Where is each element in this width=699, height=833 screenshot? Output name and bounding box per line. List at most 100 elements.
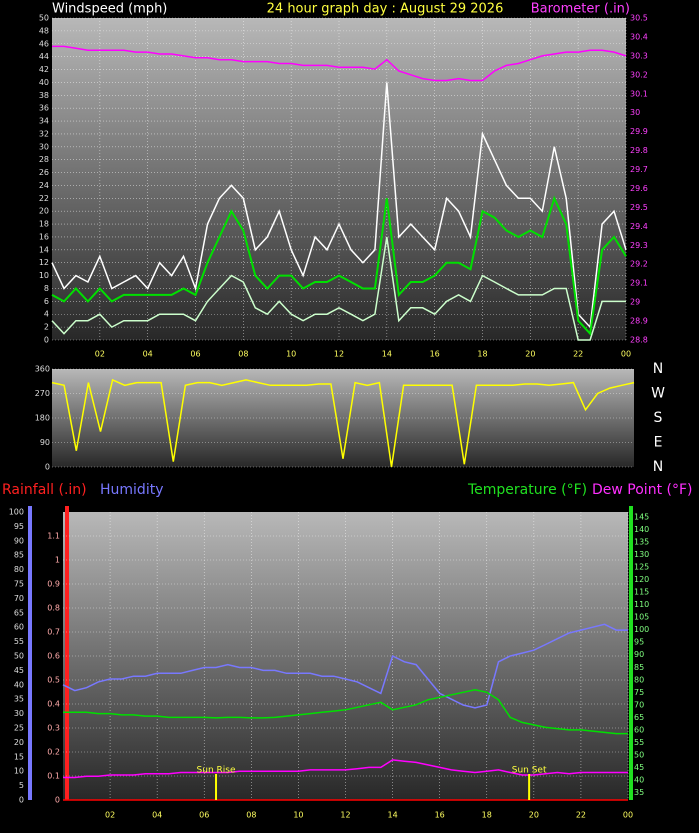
y-tick-label: 15 <box>14 752 24 761</box>
x-tick-label: 14 <box>382 350 392 359</box>
axis-title: Dew Point (°F) <box>592 482 692 498</box>
axis-title: Windspeed (mph) <box>52 2 167 17</box>
y-tick-label: 50 <box>14 652 24 661</box>
y-tick-label: 12 <box>39 258 49 267</box>
y-tick-label: 60 <box>14 623 24 632</box>
x-tick-label: 14 <box>387 811 397 820</box>
series-line <box>51 82 627 329</box>
y-tick-label: W <box>651 386 665 402</box>
y-tick-label: 29.1 <box>630 279 648 288</box>
x-tick-label: 06 <box>199 811 209 820</box>
x-tick-label: 10 <box>286 350 296 359</box>
y-tick-label: 0 <box>19 796 24 805</box>
annotation-label: Sun Rise <box>197 766 236 776</box>
x-tick-label: 18 <box>482 811 492 820</box>
y-tick-label: 80 <box>634 675 644 684</box>
series-line <box>51 236 626 341</box>
y-tick-label: 0.9 <box>47 580 60 589</box>
y-tick-label: 45 <box>634 763 644 772</box>
y-tick-label: 100 <box>634 625 649 634</box>
y-tick-label: 115 <box>634 588 649 597</box>
x-tick-label: 02 <box>95 350 105 359</box>
y-tick-label: 30.1 <box>630 89 648 98</box>
x-tick-label: 22 <box>573 350 583 359</box>
y-tick-label: 29.4 <box>630 222 648 231</box>
y-tick-label: 48 <box>39 26 49 35</box>
y-tick-label: 0.7 <box>47 628 60 637</box>
y-tick-label: 0.2 <box>47 748 60 757</box>
y-tick-label: 0 <box>44 336 49 345</box>
y-tick-label: 29 <box>630 298 640 307</box>
y-tick-label: 105 <box>634 613 649 622</box>
y-tick-label: 55 <box>14 637 24 646</box>
y-tick-label: N <box>653 459 663 475</box>
x-tick-label: 02 <box>105 811 115 820</box>
y-tick-label: 46 <box>39 39 49 48</box>
y-tick-label: 14 <box>39 245 49 254</box>
y-tick-label: 0.1 <box>47 772 60 781</box>
y-tick-label: 85 <box>14 551 24 560</box>
plot-area <box>52 18 626 340</box>
y-tick-label: 360 <box>35 365 50 374</box>
y-tick-label: 30 <box>630 108 640 117</box>
y-tick-label: 22 <box>39 194 49 203</box>
x-tick-label: 12 <box>340 811 350 820</box>
y-tick-label: 1 <box>55 556 60 565</box>
y-tick-label: 60 <box>634 725 644 734</box>
y-tick-label: 90 <box>634 650 644 659</box>
y-tick-label: 35 <box>634 788 644 797</box>
annotation-label: Sun Set <box>512 766 547 776</box>
y-tick-label: 65 <box>634 713 644 722</box>
y-tick-label: 130 <box>634 550 649 559</box>
y-tick-label: 24 <box>39 181 49 190</box>
y-tick-label: 20 <box>14 738 24 747</box>
y-tick-label: 8 <box>44 284 49 293</box>
series-line <box>52 45 627 82</box>
y-tick-label: 0 <box>55 796 60 805</box>
series-line <box>63 689 628 735</box>
x-tick-label: 04 <box>143 350 153 359</box>
axis-title: Rainfall (.in) <box>2 482 87 498</box>
y-tick-label: 40 <box>634 775 644 784</box>
x-tick-label: 22 <box>576 811 586 820</box>
y-tick-label: 30.4 <box>630 32 648 41</box>
axis-title: 24 hour graph day : August 29 2026 <box>267 2 504 17</box>
x-tick-label: 20 <box>529 811 539 820</box>
y-tick-label: S <box>654 410 663 426</box>
y-tick-label: 29.8 <box>630 146 648 155</box>
y-tick-label: 0.8 <box>47 604 60 613</box>
y-tick-label: 10 <box>39 271 49 280</box>
x-tick-label: 18 <box>477 350 487 359</box>
y-tick-label: 55 <box>634 738 644 747</box>
x-tick-label: 10 <box>293 811 303 820</box>
y-tick-label: 29.2 <box>630 260 648 269</box>
y-tick-label: 75 <box>634 688 644 697</box>
x-tick-label: 16 <box>435 811 445 820</box>
y-tick-label: 29.5 <box>630 203 648 212</box>
series-line <box>63 759 628 779</box>
y-tick-label: 16 <box>39 232 49 241</box>
axis-bar <box>28 506 32 800</box>
y-tick-label: 36 <box>39 104 49 113</box>
y-tick-label: 34 <box>39 117 49 126</box>
axis-bar <box>629 506 633 800</box>
y-tick-label: 85 <box>634 663 644 672</box>
x-tick-label: 04 <box>152 811 162 820</box>
y-tick-label: 25 <box>14 724 24 733</box>
y-tick-label: 1.1 <box>47 532 60 541</box>
y-tick-label: 0.3 <box>47 724 60 733</box>
series-line <box>51 195 627 336</box>
axis-title: Humidity <box>100 482 163 498</box>
y-tick-label: 30.2 <box>630 70 648 79</box>
y-tick-label: 26 <box>39 168 49 177</box>
x-tick-label: 16 <box>430 350 440 359</box>
x-tick-label: 06 <box>190 350 200 359</box>
y-tick-label: 29.7 <box>630 165 648 174</box>
y-tick-label: 0.4 <box>47 700 60 709</box>
y-tick-label: 2 <box>44 323 49 332</box>
y-tick-label: 140 <box>634 525 649 534</box>
series-line <box>51 378 635 468</box>
x-tick-label: 12 <box>334 350 344 359</box>
y-tick-label: 95 <box>634 638 644 647</box>
y-tick-label: 110 <box>634 600 649 609</box>
